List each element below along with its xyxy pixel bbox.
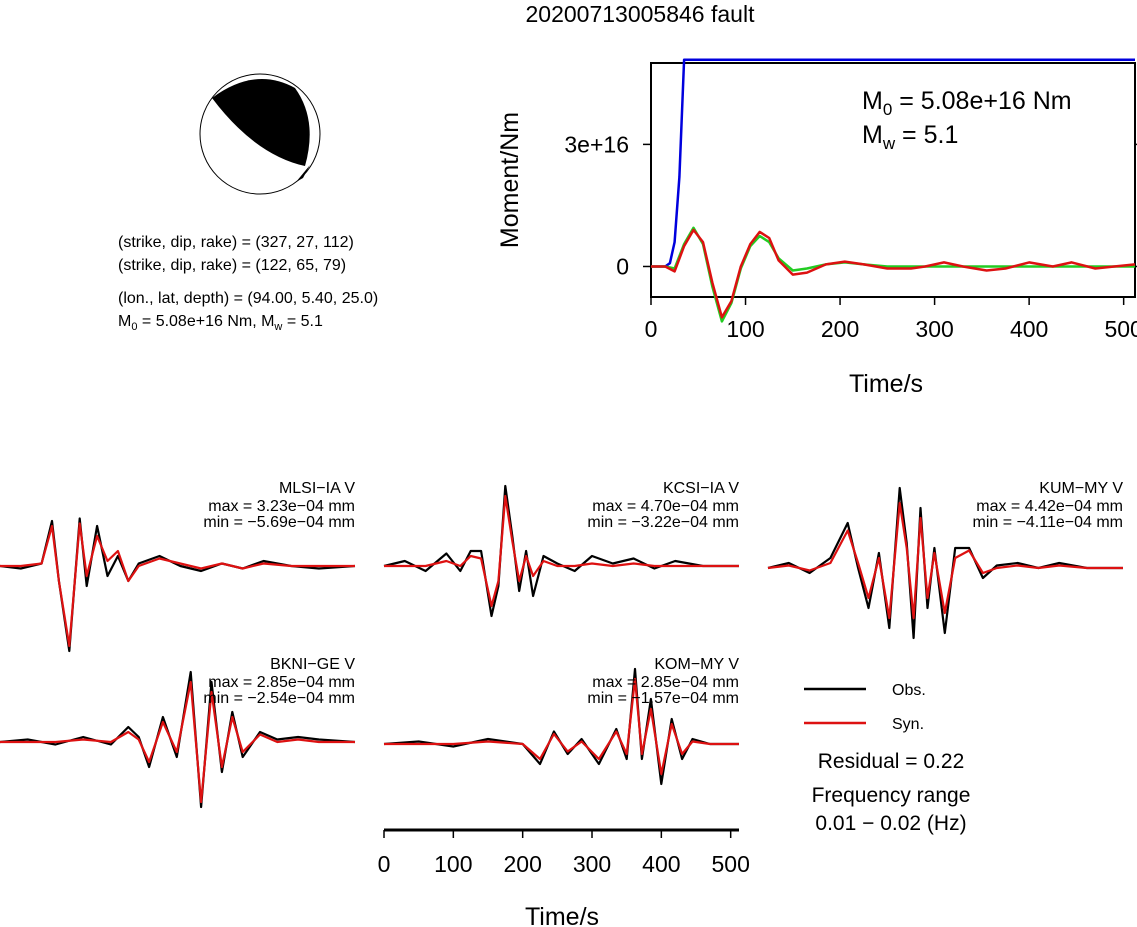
station-min-label: min = −5.69e−04 mm (203, 514, 355, 531)
moment-plot-frame (650, 62, 1136, 298)
moment-y-tick-label: 0 (616, 253, 629, 279)
moment-x-tick-label: 400 (1010, 316, 1048, 342)
station-min-label: min = −1.57e−04 mm (587, 690, 739, 707)
waveform-time-axis: Time/s 0 100 200 300 400 500 (378, 828, 750, 927)
waveform-x-tick-label: 300 (573, 851, 611, 877)
nodal-plane-1: (strike, dip, rake) = (327, 27, 112) (118, 234, 354, 251)
moment-series-green (651, 226, 1135, 323)
waveform-x-tick-label: 400 (642, 851, 680, 877)
location-depth: (lon., lat, depth) = (94.00, 5.40, 25.0) (118, 290, 378, 307)
waveform-xlabel: Time/s (525, 903, 599, 927)
waveform-x-tick-label: 0 (378, 851, 391, 877)
synthetic-trace (384, 494, 739, 608)
moment-y-tick-label: 3e+16 (564, 131, 629, 157)
station-max-label: max = 2.85e−04 mm (592, 674, 739, 691)
moment-annotation-mw: Mw = 5.1 (862, 121, 958, 153)
legend-obs-label: Obs. (892, 682, 926, 699)
station-name-label: KOM−MY V (654, 656, 739, 673)
station-min-label: min = −3.22e−04 mm (587, 514, 739, 531)
moment-series-red (651, 228, 1136, 319)
synthetic-trace (384, 677, 739, 776)
station-max-label: max = 4.42e−04 mm (976, 498, 1123, 515)
moment-annotation-m0: M0 = 5.08e+16 Nm (862, 87, 1072, 119)
waveform-x-tick-label: 100 (434, 851, 472, 877)
page-title: 20200713005846 fault (526, 1, 756, 27)
waveform-x-tick-label: 200 (503, 851, 541, 877)
moment-x-tick-label: 200 (821, 316, 859, 342)
focal-mechanism-beachball (199, 73, 321, 195)
moment-x-tick-label: 100 (726, 316, 764, 342)
residual-label: Residual = 0.22 (818, 750, 965, 773)
station-max-label: max = 3.23e−04 mm (208, 498, 355, 515)
frequency-range-value: 0.01 − 0.02 (Hz) (815, 812, 966, 835)
station-name-label: MLSI−IA V (279, 480, 355, 497)
frequency-range-title: Frequency range (812, 784, 971, 807)
nodal-plane-2: (strike, dip, rake) = (122, 65, 79) (118, 257, 346, 274)
synthetic-trace (767, 501, 1123, 620)
station-name-label: BKNI−GE V (270, 656, 355, 673)
station-min-label: min = −2.54e−04 mm (203, 690, 355, 707)
observed-trace (767, 486, 1123, 640)
moment-x-tick-label: 500 (1104, 316, 1137, 342)
waveform-legend: Obs. Syn. Residual = 0.22 Frequency rang… (804, 682, 970, 835)
station-min-label: min = −4.11e−04 mm (973, 514, 1123, 531)
beachball-compressional-quadrant (212, 79, 310, 166)
legend-syn-label: Syn. (892, 716, 924, 733)
moment-xlabel: Time/s (849, 370, 923, 398)
synthetic-trace (0, 680, 355, 804)
moment-ylabel: Moment/Nm (496, 112, 524, 248)
station-max-label: max = 4.70e−04 mm (592, 498, 739, 515)
waveform-x-tick-label: 500 (711, 851, 749, 877)
station-name-label: KCSI−IA V (663, 480, 739, 497)
station-name-label: KUM−MY V (1039, 480, 1123, 497)
moment-magnitude-line: M0 = 5.08e+16 Nm, Mw = 5.1 (118, 313, 323, 333)
station-max-label: max = 2.85e−04 mm (208, 674, 355, 691)
mechanism-info: (strike, dip, rake) = (327, 27, 112) (st… (118, 234, 378, 333)
moment-x-tick-label: 0 (645, 316, 658, 342)
synthetic-trace (0, 522, 355, 648)
moment-x-tick-label: 300 (915, 316, 953, 342)
